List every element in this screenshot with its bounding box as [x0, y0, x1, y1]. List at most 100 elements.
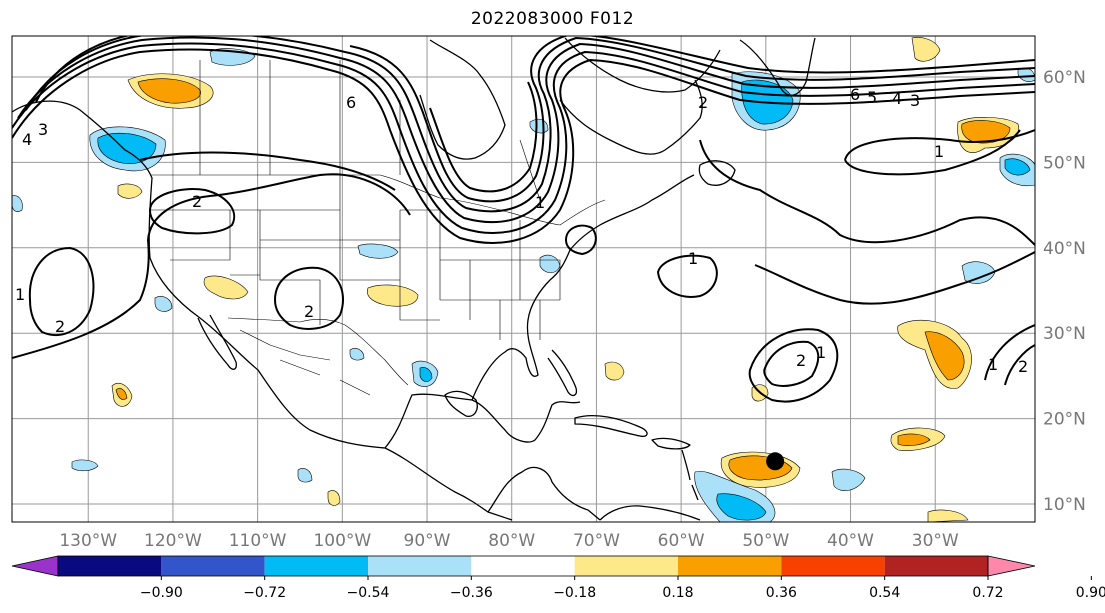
coastlines: [12, 37, 816, 521]
latitude-label: 20°N: [1043, 410, 1086, 430]
contour-label-6-eatl: 6: [850, 85, 860, 104]
colorbar-extend-high: [987, 555, 1036, 577]
longitude-label: 60°W: [658, 531, 705, 551]
colorbar-swatch: [884, 556, 988, 576]
cold-area-westcoast: [154, 296, 173, 312]
jet-contour-4: [25, 36, 1035, 213]
warm-core-e-atl-low: [897, 433, 931, 446]
us-mexico-border: [227, 317, 409, 386]
closed-contour-atlantic: [656, 254, 718, 298]
colorbar-tick-label: 0.54: [869, 585, 900, 601]
latitude-label: 50°N: [1043, 153, 1086, 173]
cold-area-plains-2: [357, 243, 399, 259]
south-america-coast: [599, 505, 701, 521]
cold-area-mexico: [349, 348, 365, 361]
closed-contour-central-atl-inner: [763, 340, 820, 387]
warm-core-pacific: [115, 388, 128, 400]
colorbar-tick-label: −0.72: [243, 585, 286, 601]
contour-label-1-atl: 1: [688, 249, 698, 268]
longitude-label: 80°W: [488, 531, 535, 551]
contour-east-right: [984, 324, 1035, 381]
contour-label-4-nw: 4: [22, 130, 32, 149]
colorbar-swatch: [368, 556, 472, 576]
latitude-label: 60°N: [1043, 68, 1086, 88]
us-states-east: [400, 209, 561, 340]
longitude-label: 90°W: [404, 531, 451, 551]
latitude-label: 10°N: [1043, 495, 1086, 515]
map-content: 6 2 1 2 2 1 2 1 1 6 5 4 3 2 4 3 1 1 2: [12, 36, 1035, 522]
baja-coast: [197, 314, 238, 370]
large-contour-west: [12, 173, 411, 359]
warm-area-mex: [327, 490, 341, 506]
contour-label-6-a: 6: [346, 93, 356, 112]
colorbar-tick-label: 0.90: [1076, 585, 1105, 601]
us-states-west: [150, 175, 440, 325]
longitude-labels: 130°W 120°W 110°W 100°W 90°W 80°W 70°W 60°W 50°W…: [59, 531, 959, 551]
longitude-label: 70°W: [573, 531, 620, 551]
storm-position-marker: [766, 452, 785, 471]
warm-area-gulf: [604, 361, 625, 381]
contour-label-1-ne: 1: [535, 193, 545, 212]
closed-contour-west: [148, 188, 235, 235]
jet-contour-2: [12, 42, 1035, 234]
contour-label-2-west: 2: [192, 192, 202, 211]
colorbar-swatch: [58, 556, 162, 576]
cold-core-gulf: [419, 367, 433, 382]
cold-core-east-atlantic: [1004, 158, 1031, 176]
colorbar-tick-label: 0.18: [662, 585, 693, 601]
colorbar-tick-label: −0.90: [140, 585, 183, 601]
longitude-label: 120°W: [144, 531, 202, 551]
colorbar-swatch: [574, 556, 678, 576]
longitude-label: 110°W: [229, 531, 287, 551]
warm-area-far-south: [927, 509, 969, 522]
lesser-antilles: [681, 449, 699, 501]
warm-area-southwest: [203, 275, 249, 300]
yucatan-coast: [444, 390, 478, 417]
latitude-label: 40°N: [1043, 239, 1086, 259]
contour-label-4-eatl: 4: [892, 89, 902, 108]
latitude-labels: 60°N 50°N 40°N 30°N 20°N 10°N: [1043, 68, 1086, 515]
contour-nova-scotia: [564, 224, 597, 256]
longitude-label: 30°W: [912, 531, 959, 551]
mexico-states: [239, 329, 371, 396]
political-boundaries: [150, 60, 606, 396]
colorbar-tick-label: −0.54: [347, 585, 390, 601]
closed-contour-central-atl: [748, 328, 839, 403]
canada-provinces: [199, 60, 541, 201]
contour-east-right-2: [1004, 344, 1035, 386]
contour-label-2-catl: 2: [796, 351, 806, 370]
contour-label-1-catl: 1: [816, 343, 826, 362]
closed-contour-southwest: [273, 266, 344, 330]
colorbar-extend-low: [11, 555, 59, 577]
closed-contour-pacific: [28, 246, 95, 336]
contour-label-2-natl: 2: [698, 93, 708, 112]
contour-mid-atlantic-big: [699, 139, 1035, 246]
colorbar-swatch: [161, 556, 265, 576]
contour-east-atlantic-2: [844, 129, 1021, 176]
warm-area-plains: [367, 284, 419, 307]
cold-area-mid-atl-low: [831, 468, 866, 491]
longitude-label: 100°W: [313, 531, 371, 551]
colorbar: [11, 555, 1036, 577]
cold-area-pacific-low2: [297, 468, 313, 483]
figure-title: 2022083000 F012: [470, 9, 635, 29]
longitude-label: 50°W: [742, 531, 789, 551]
contour-labels: 6 2 1 2 2 1 2 1 1 6 5 4 3 2 4 3 1 1 2: [15, 85, 1028, 376]
jet-contour-6: [429, 81, 538, 193]
map-frame: [11, 35, 1036, 523]
contour-lines: [12, 36, 1035, 403]
contour-label-2-eright: 2: [1018, 357, 1028, 376]
labrador-coast: [559, 79, 703, 155]
colorbar-swatch: [678, 556, 782, 576]
warm-area-top-right: [911, 37, 941, 62]
contour-label-3-nw: 3: [38, 120, 48, 139]
us-canada-border: [150, 174, 606, 226]
colorbar-tick-label: 0.36: [766, 585, 797, 601]
contour-label-1-eatl: 1: [934, 142, 944, 161]
contour-east-atlantic: [844, 129, 1035, 161]
warm-area-pacific-2: [117, 183, 143, 199]
colorbar-tick-labels: −0.90 −0.72 −0.54 −0.36 −0.18 0.18 0.36 0.54 0.7…: [140, 576, 1105, 601]
hudson-bay-coast: [419, 39, 506, 160]
colorbar-swatch: [781, 556, 885, 576]
